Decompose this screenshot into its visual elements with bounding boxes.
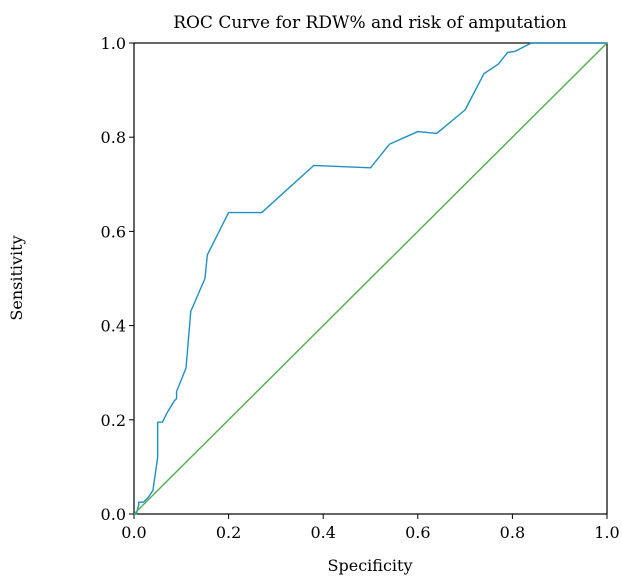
chart-title: ROC Curve for RDW% and risk of amputatio… — [173, 13, 567, 33]
roc-curve-line — [134, 42, 607, 515]
y-tick-label: 0.8 — [101, 128, 126, 147]
x-tick-label: 0.4 — [310, 523, 335, 542]
y-tick-label: 1.0 — [101, 34, 126, 53]
plot-area: 0.0 0.2 0.4 0.6 0.8 1.0 0.0 0.2 0.4 0.6 0.8 1.0 — [101, 34, 620, 542]
x-tick-label: 1.0 — [594, 523, 619, 542]
x-tick-label: 0.0 — [121, 523, 146, 542]
plot-frame — [133, 42, 608, 515]
x-tick-label: 0.8 — [500, 523, 525, 542]
x-axis-label: Specificity — [328, 556, 413, 575]
y-tick-label: 0.4 — [101, 317, 126, 336]
x-tick-label: 0.2 — [216, 523, 241, 542]
y-tick-label: 0.6 — [101, 222, 126, 241]
y-axis-label: Sensitivity — [7, 235, 26, 320]
y-tick-label: 0.2 — [101, 411, 126, 430]
y-tick-label: 0.0 — [101, 505, 126, 524]
reference-diagonal-line — [133, 42, 608, 515]
x-tick-label: 0.6 — [405, 523, 430, 542]
